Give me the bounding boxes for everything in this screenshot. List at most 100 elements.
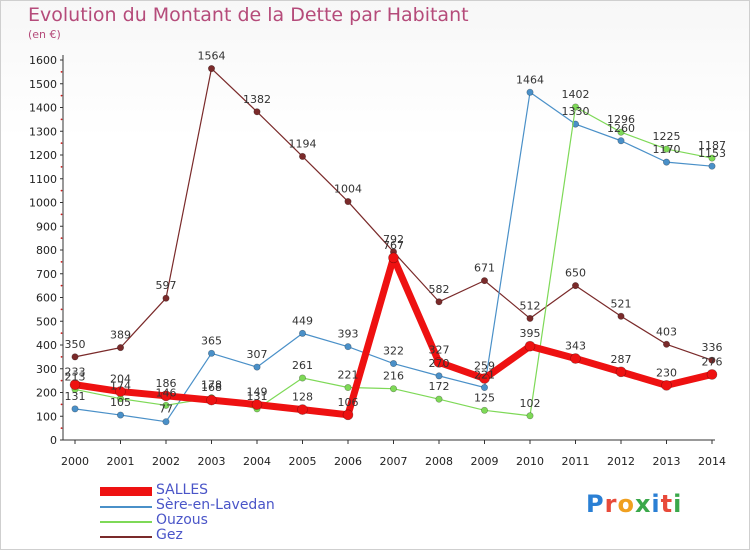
data-label: 216: [383, 370, 404, 383]
x-tick-label: 2001: [107, 455, 135, 468]
legend-label: Gez: [156, 527, 183, 543]
data-label: 149: [247, 386, 268, 399]
data-label: 102: [520, 397, 541, 410]
data-label: 259: [474, 359, 495, 372]
data-point: [115, 386, 126, 397]
legend-item-salles[interactable]: SALLES: [100, 482, 320, 499]
data-point: [480, 384, 488, 392]
x-tick-label: 2009: [471, 455, 499, 468]
x-tick-label: 2014: [698, 455, 726, 468]
logo-letter: P: [586, 490, 605, 518]
legend-item-gez[interactable]: Gez: [100, 527, 320, 544]
y-tick-label: 1000: [29, 197, 57, 210]
data-point: [526, 88, 534, 96]
y-minor-tick: [60, 70, 63, 73]
data-point: [662, 340, 670, 348]
logo-letter: o: [617, 490, 635, 518]
data-point: [480, 406, 488, 414]
legend-swatch-gez: [100, 536, 152, 538]
y-tick-label: 0: [50, 434, 57, 447]
data-label: 213: [65, 370, 86, 383]
data-point: [526, 412, 534, 420]
data-point: [253, 363, 261, 371]
data-point: [435, 372, 443, 380]
data-point: [570, 353, 581, 364]
data-label: 125: [474, 391, 495, 404]
data-label: 1194: [289, 137, 317, 150]
data-label: 106: [338, 396, 359, 409]
data-label: 131: [65, 390, 86, 403]
data-point: [617, 128, 625, 136]
data-point: [344, 198, 352, 206]
data-label: 1464: [516, 73, 544, 86]
x-tick-label: 2013: [653, 455, 681, 468]
x-tick-label: 2005: [289, 455, 317, 468]
y-minor-tick: [60, 189, 63, 192]
data-point: [71, 353, 79, 361]
x-tick-label: 2012: [607, 455, 635, 468]
data-point: [615, 366, 627, 378]
legend-swatch-salles: [100, 487, 152, 496]
data-point: [571, 282, 579, 290]
data-label: 1153: [698, 147, 726, 160]
data-point: [162, 418, 170, 426]
data-label: 767: [383, 239, 404, 252]
data-label: 1402: [562, 88, 590, 101]
chart-subtitle: (en €): [28, 28, 61, 41]
data-point: [708, 154, 716, 162]
x-tick-label: 2003: [198, 455, 226, 468]
y-tick-label: 700: [36, 268, 57, 281]
data-label: 230: [656, 366, 677, 379]
data-point: [662, 145, 670, 153]
legend: SALLES Sère-en-Lavedan Ouzous Gez: [100, 482, 320, 544]
proxiti-logo: Proxiti: [586, 490, 682, 518]
x-tick-label: 2010: [516, 455, 544, 468]
legend-label: SALLES: [156, 482, 209, 498]
data-point: [708, 356, 716, 364]
y-minor-tick: [60, 355, 63, 358]
x-tick-label: 2007: [380, 455, 408, 468]
data-point: [342, 409, 354, 421]
data-label: 221: [338, 369, 359, 382]
data-point: [708, 162, 716, 170]
data-point: [617, 137, 625, 145]
data-point: [617, 312, 625, 320]
data-label: 1330: [562, 105, 590, 118]
y-tick-label: 900: [36, 220, 57, 233]
y-tick-label: 1300: [29, 125, 57, 138]
data-label: 582: [429, 283, 450, 296]
logo-letter: i: [651, 490, 661, 518]
legend-item-ouzous[interactable]: Ouzous: [100, 512, 320, 529]
y-minor-tick: [60, 284, 63, 287]
data-label: 350: [65, 338, 86, 351]
data-point: [162, 294, 170, 302]
data-label: 389: [110, 329, 131, 342]
data-label: 270: [429, 357, 450, 370]
data-point: [344, 343, 352, 351]
data-point: [71, 405, 79, 413]
y-tick-label: 300: [36, 363, 57, 376]
data-point: [298, 329, 306, 337]
data-label: 1187: [698, 139, 726, 152]
y-tick-label: 1400: [29, 102, 57, 115]
y-tick-label: 200: [36, 387, 57, 400]
data-point: [389, 385, 397, 393]
data-label: 105: [110, 396, 131, 409]
data-label: 671: [474, 262, 495, 275]
data-point: [206, 394, 217, 406]
data-label: 233: [65, 366, 86, 379]
data-label: 172: [429, 380, 450, 393]
data-label: 287: [611, 353, 632, 366]
data-point: [524, 340, 536, 352]
y-tick-label: 500: [36, 315, 57, 328]
data-label: 512: [520, 299, 541, 312]
data-label: 276: [702, 355, 723, 368]
data-label: 1260: [607, 122, 635, 135]
x-tick-label: 2000: [61, 455, 89, 468]
legend-item-sere-en-lavedan[interactable]: Sère-en-Lavedan: [100, 497, 320, 514]
data-label: 322: [383, 345, 404, 358]
y-minor-tick: [60, 332, 63, 335]
y-minor-tick: [60, 94, 63, 97]
